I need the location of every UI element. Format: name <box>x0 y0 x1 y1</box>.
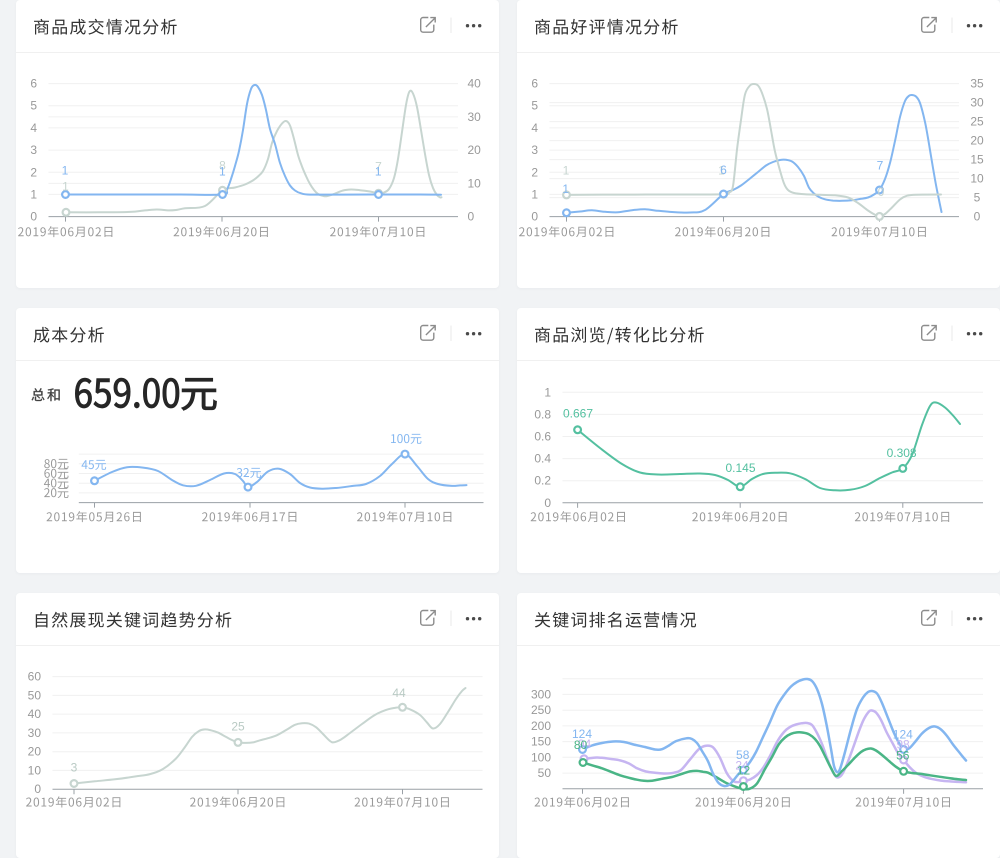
svg-text:44: 44 <box>392 686 406 700</box>
svg-text:12: 12 <box>737 763 751 777</box>
svg-text:4: 4 <box>531 121 538 135</box>
svg-text:7: 7 <box>877 159 884 173</box>
svg-text:5: 5 <box>974 191 981 205</box>
svg-text:1: 1 <box>531 187 538 201</box>
svg-text:2: 2 <box>531 165 538 179</box>
svg-text:58: 58 <box>736 748 750 762</box>
svg-text:1: 1 <box>562 182 569 196</box>
svg-text:1: 1 <box>375 165 382 179</box>
svg-text:15: 15 <box>970 153 984 167</box>
svg-text:0.667: 0.667 <box>563 406 593 420</box>
svg-text:10: 10 <box>970 172 984 186</box>
svg-text:40: 40 <box>28 707 42 721</box>
svg-text:0: 0 <box>30 210 37 224</box>
svg-text:200: 200 <box>531 719 551 733</box>
svg-text:50: 50 <box>28 688 42 702</box>
svg-text:0.4: 0.4 <box>534 452 551 466</box>
svg-text:0: 0 <box>544 496 551 510</box>
svg-text:30: 30 <box>970 96 984 110</box>
svg-text:0: 0 <box>531 210 538 224</box>
svg-text:5: 5 <box>531 99 538 113</box>
svg-text:0.2: 0.2 <box>534 474 551 488</box>
svg-text:3: 3 <box>30 143 37 157</box>
svg-text:100: 100 <box>531 750 551 764</box>
svg-text:20: 20 <box>468 143 482 157</box>
svg-text:20: 20 <box>28 745 42 759</box>
svg-text:0.145: 0.145 <box>725 461 755 475</box>
svg-text:56: 56 <box>896 749 910 763</box>
svg-text:20: 20 <box>970 134 984 148</box>
svg-text:150: 150 <box>531 735 551 749</box>
svg-text:124: 124 <box>572 727 592 741</box>
svg-text:30: 30 <box>468 110 482 124</box>
svg-text:6: 6 <box>531 77 538 91</box>
svg-text:98: 98 <box>896 738 910 752</box>
svg-text:1: 1 <box>563 164 570 178</box>
svg-text:1: 1 <box>62 164 69 178</box>
svg-text:80: 80 <box>574 738 588 752</box>
svg-text:250: 250 <box>531 703 551 717</box>
svg-text:0.6: 0.6 <box>534 430 551 444</box>
svg-text:10: 10 <box>468 176 482 190</box>
svg-text:0.308: 0.308 <box>887 446 917 460</box>
svg-text:1: 1 <box>544 385 551 399</box>
svg-text:0: 0 <box>34 782 41 796</box>
svg-text:0: 0 <box>878 185 885 199</box>
svg-text:30: 30 <box>28 726 42 740</box>
svg-text:24: 24 <box>735 758 749 772</box>
svg-text:1: 1 <box>718 164 725 178</box>
svg-text:3: 3 <box>71 761 78 775</box>
svg-text:0.8: 0.8 <box>534 407 551 421</box>
svg-text:35: 35 <box>970 77 984 91</box>
svg-text:5: 5 <box>30 99 37 113</box>
svg-text:1: 1 <box>30 187 37 201</box>
svg-text:25: 25 <box>231 720 245 734</box>
svg-text:8: 8 <box>219 158 226 172</box>
svg-text:40: 40 <box>468 77 482 91</box>
svg-text:50: 50 <box>538 766 552 780</box>
svg-text:25: 25 <box>970 115 984 129</box>
svg-text:2: 2 <box>30 165 37 179</box>
svg-text:6: 6 <box>30 77 37 91</box>
svg-text:94: 94 <box>578 737 592 751</box>
svg-text:4: 4 <box>30 121 37 135</box>
svg-text:7: 7 <box>375 160 382 174</box>
svg-text:0: 0 <box>468 210 475 224</box>
svg-text:0: 0 <box>974 210 981 224</box>
svg-text:3: 3 <box>531 143 538 157</box>
svg-text:124: 124 <box>893 728 913 742</box>
svg-text:10: 10 <box>28 763 42 777</box>
svg-text:300: 300 <box>531 687 551 701</box>
svg-text:1: 1 <box>219 165 226 179</box>
svg-text:6: 6 <box>720 163 727 177</box>
svg-text:1: 1 <box>62 180 69 194</box>
svg-text:60: 60 <box>28 670 42 684</box>
